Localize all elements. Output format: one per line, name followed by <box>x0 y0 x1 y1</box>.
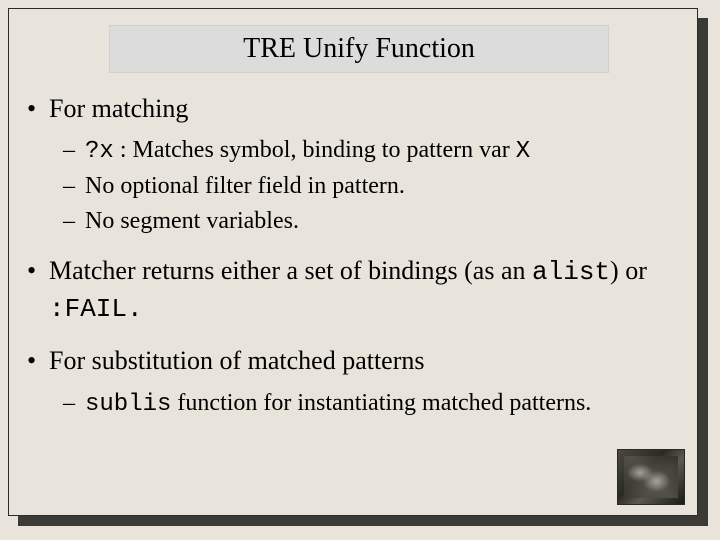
bullet-text: No segment variables. <box>85 208 299 234</box>
slide-title: TRE Unify Function <box>243 33 475 65</box>
bullet-l2: ?x : Matches symbol, binding to pattern … <box>19 134 687 168</box>
bullet-l2: No segment variables. <box>19 205 687 237</box>
code-text: X <box>516 138 530 165</box>
bullet-l2: No optional filter field in pattern. <box>19 170 687 202</box>
code-text: sublis <box>85 391 171 418</box>
bullet-text: : Matches symbol, binding to pattern var <box>114 137 516 163</box>
bullet-l1: Matcher returns either a set of bindings… <box>19 253 687 327</box>
bullet-l1: For substitution of matched patterns <box>19 343 687 378</box>
bullet-text: function for instantiating matched patte… <box>171 390 591 416</box>
bullet-group-1: For matching ?x : Matches symbol, bindin… <box>19 91 687 237</box>
bullet-text: For substitution of matched patterns <box>49 346 425 375</box>
code-text: ?x <box>85 138 114 165</box>
code-text: alist <box>532 257 610 287</box>
bullet-l2: sublis function for instantiating matche… <box>19 387 687 421</box>
title-box: TRE Unify Function <box>109 25 609 73</box>
bullet-text: Matcher returns either a set of bindings… <box>49 256 532 285</box>
bullet-group-2: Matcher returns either a set of bindings… <box>19 253 687 327</box>
code-text: :FAIL. <box>49 294 143 324</box>
slide-content: For matching ?x : Matches symbol, bindin… <box>19 91 687 437</box>
bullet-group-3: For substitution of matched patterns sub… <box>19 343 687 420</box>
decorative-image <box>617 449 685 505</box>
bullet-text: ) or <box>610 256 647 285</box>
bullet-text: No optional filter field in pattern. <box>85 173 405 199</box>
bullet-text: For matching <box>49 94 188 123</box>
bullet-l1: For matching <box>19 91 687 126</box>
slide: TRE Unify Function For matching ?x : Mat… <box>8 8 698 516</box>
